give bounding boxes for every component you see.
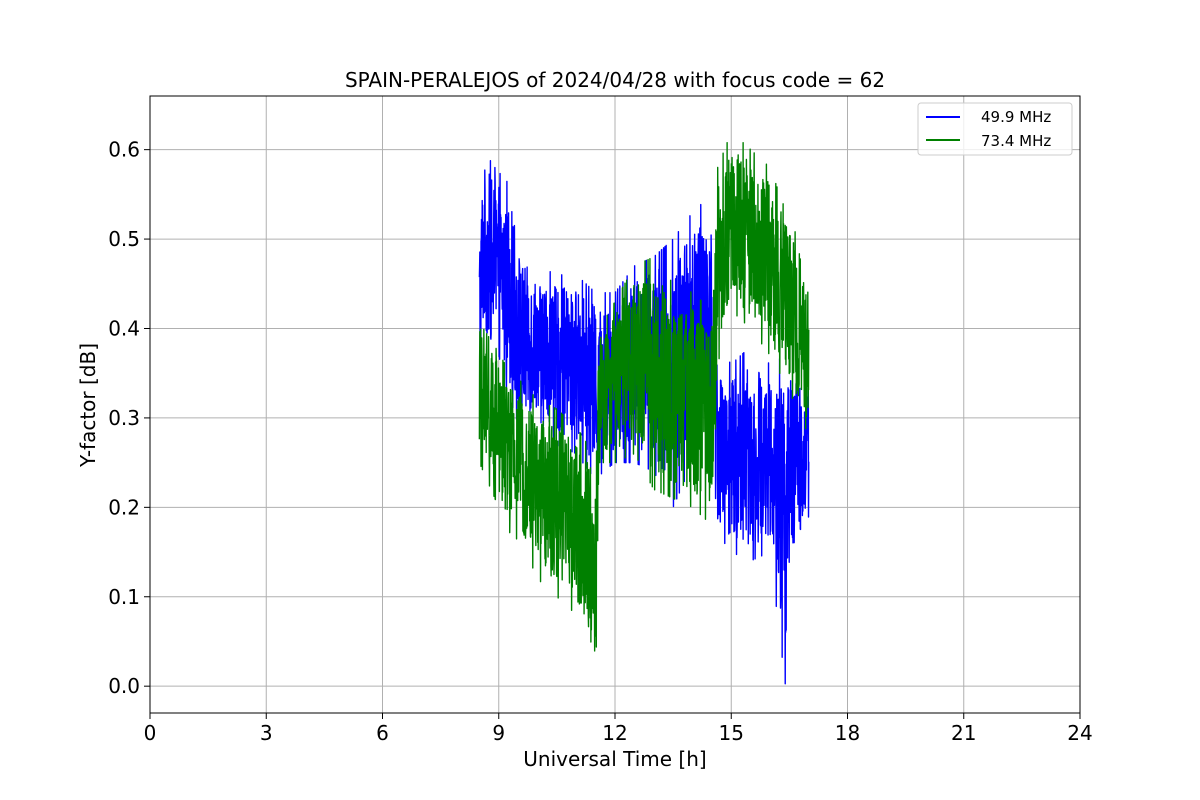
- x-tick-label: 6: [376, 721, 389, 745]
- x-tick-label: 12: [602, 721, 627, 745]
- y-tick-label: 0.4: [108, 316, 140, 340]
- legend: 49.9 MHz 73.4 MHz: [917, 102, 1073, 156]
- x-tick-label: 24: [1067, 721, 1092, 745]
- y-tick-label: 0.1: [108, 585, 140, 609]
- x-tick-label: 21: [951, 721, 976, 745]
- chart-title: SPAIN-PERALEJOS of 2024/04/28 with focus…: [345, 68, 885, 92]
- y-axis-title: Y-factor [dB]: [76, 343, 100, 468]
- x-axis-title: Universal Time [h]: [523, 747, 706, 771]
- x-tick-label: 0: [144, 721, 157, 745]
- x-tick-label: 15: [719, 721, 744, 745]
- x-axis-ticks: 0 3 6 9 12 15 18 21 24: [144, 713, 1093, 745]
- y-axis-ticks: 0.0 0.1 0.2 0.3 0.4 0.5 0.6: [108, 138, 150, 698]
- x-tick-label: 18: [835, 721, 860, 745]
- y-tick-label: 0.2: [108, 495, 140, 519]
- series-line-1: [478, 141, 810, 652]
- y-tick-label: 0.5: [108, 227, 140, 251]
- plot-series: [478, 141, 810, 685]
- y-tick-label: 0.0: [108, 674, 140, 698]
- y-tick-label: 0.6: [108, 138, 140, 162]
- legend-label-73-4: 73.4 MHz: [981, 132, 1051, 150]
- x-tick-label: 9: [492, 721, 505, 745]
- y-tick-label: 0.3: [108, 406, 140, 430]
- x-tick-label: 3: [260, 721, 273, 745]
- legend-label-49-9: 49.9 MHz: [981, 108, 1051, 126]
